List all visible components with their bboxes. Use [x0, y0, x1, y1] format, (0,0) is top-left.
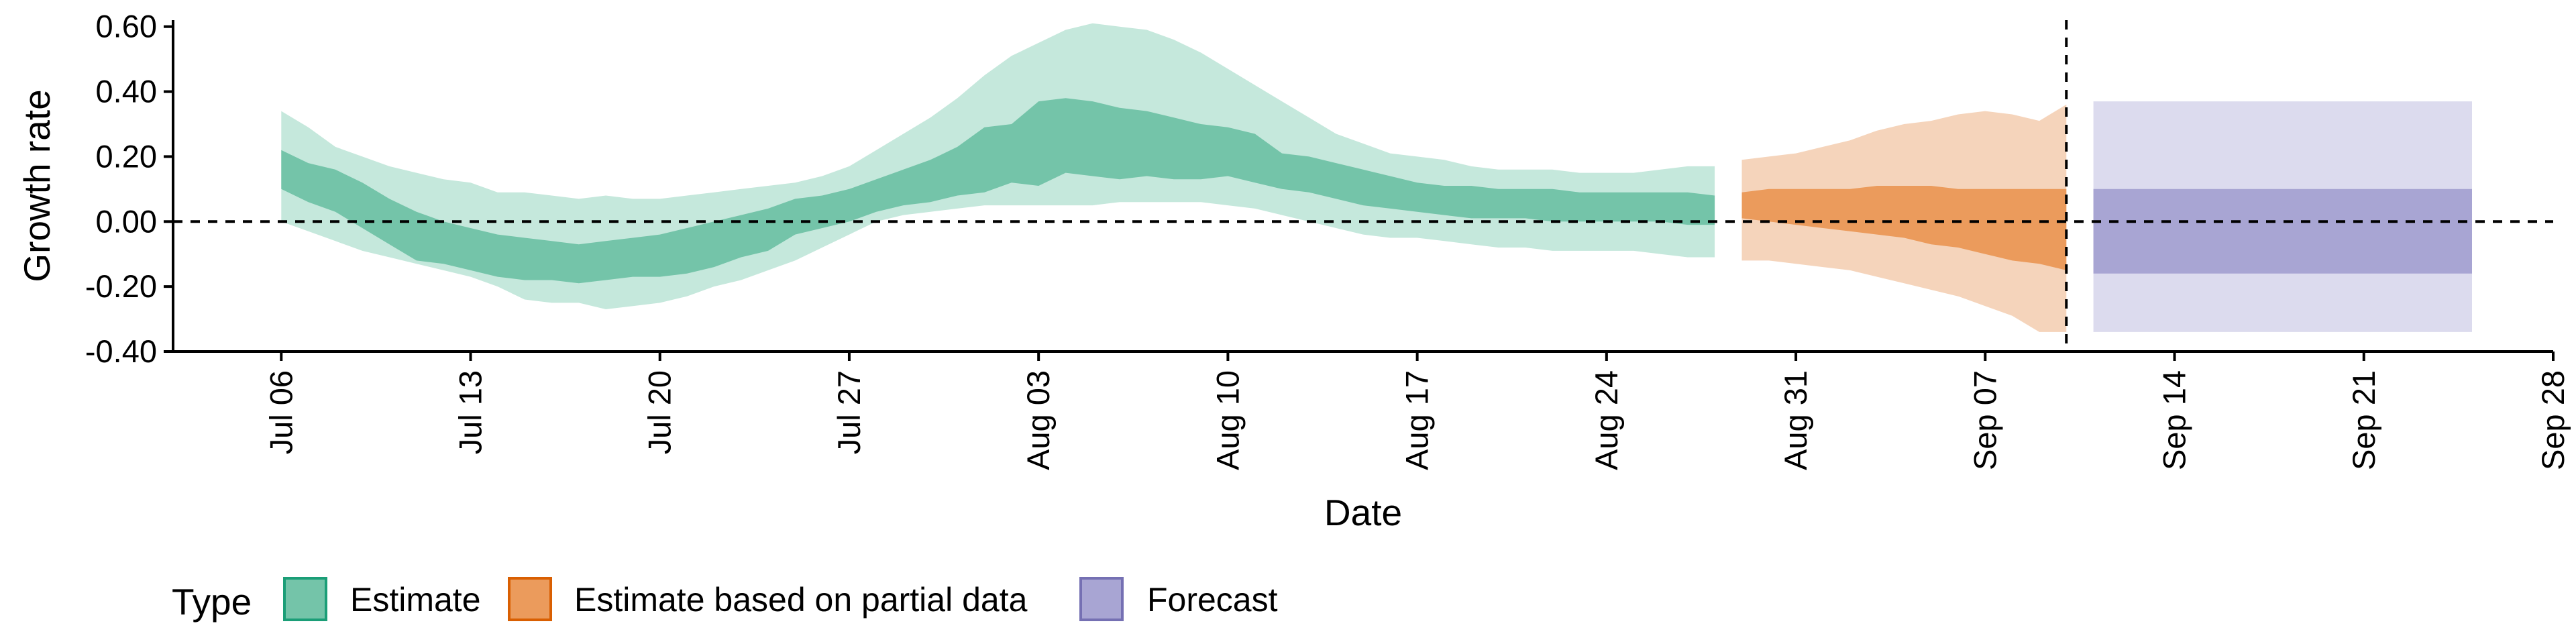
reference-lines: [173, 20, 2553, 352]
x-tick-label: Aug 17: [1399, 370, 1435, 470]
legend-key-forecast: [1079, 577, 1124, 621]
y-tick-label: -0.40: [85, 333, 157, 369]
y-tick-label: 0.60: [96, 9, 157, 44]
x-tick-label: Sep 21: [2346, 370, 2381, 470]
band-50-forecast: [2093, 189, 2472, 274]
y-tick-label: 0.40: [96, 74, 157, 109]
y-tick-label: 0.00: [96, 203, 157, 239]
x-tick-label: Sep 14: [2157, 370, 2192, 470]
legend-label-estimate-based-on-partial-data: Estimate based on partial data: [574, 581, 1028, 619]
x-tick-label: Jul 20: [642, 370, 678, 454]
legend-label-estimate: Estimate: [350, 581, 481, 619]
x-tick-label: Aug 31: [1778, 370, 1813, 470]
legend-label-forecast: Forecast: [1147, 581, 1278, 619]
x-tick-label: Sep 28: [2535, 370, 2571, 470]
x-tick-label: Aug 10: [1210, 370, 1245, 470]
legend-key-estimate-based-on-partial-data: [508, 577, 552, 621]
series-estimate: [281, 23, 1715, 310]
chart-axes: -0.40 -0.20 0.00 0.20 0.40 0.60 Jul 06 Jul 13 Ju…: [16, 9, 2571, 533]
band-50-estimate-based-on-partial-data: [1741, 186, 2067, 270]
legend-key-estimate: [283, 577, 327, 621]
x-tick-label: Aug 24: [1589, 370, 1624, 470]
series-forecast: [2093, 101, 2472, 332]
x-tick-label: Jul 27: [831, 370, 867, 454]
x-axis-title: Date: [1324, 492, 1402, 533]
chart-bands: [281, 23, 2472, 332]
y-tick-label: -0.20: [85, 268, 157, 304]
y-axis-title: Growth rate: [16, 89, 58, 282]
x-tick-label: Jul 13: [453, 370, 488, 454]
x-tick-label: Jul 06: [263, 370, 299, 454]
chart-legend: Type Estimate Estimate based on partial da…: [172, 577, 1278, 623]
x-tick-label: Sep 07: [1967, 370, 2002, 470]
y-tick-label: 0.20: [96, 138, 157, 174]
band-50-estimate: [281, 98, 1715, 284]
legend-title: Type: [172, 581, 252, 623]
series-estimate-based-on-partial-data: [1741, 104, 2067, 332]
x-tick-label: Aug 03: [1020, 370, 1056, 470]
